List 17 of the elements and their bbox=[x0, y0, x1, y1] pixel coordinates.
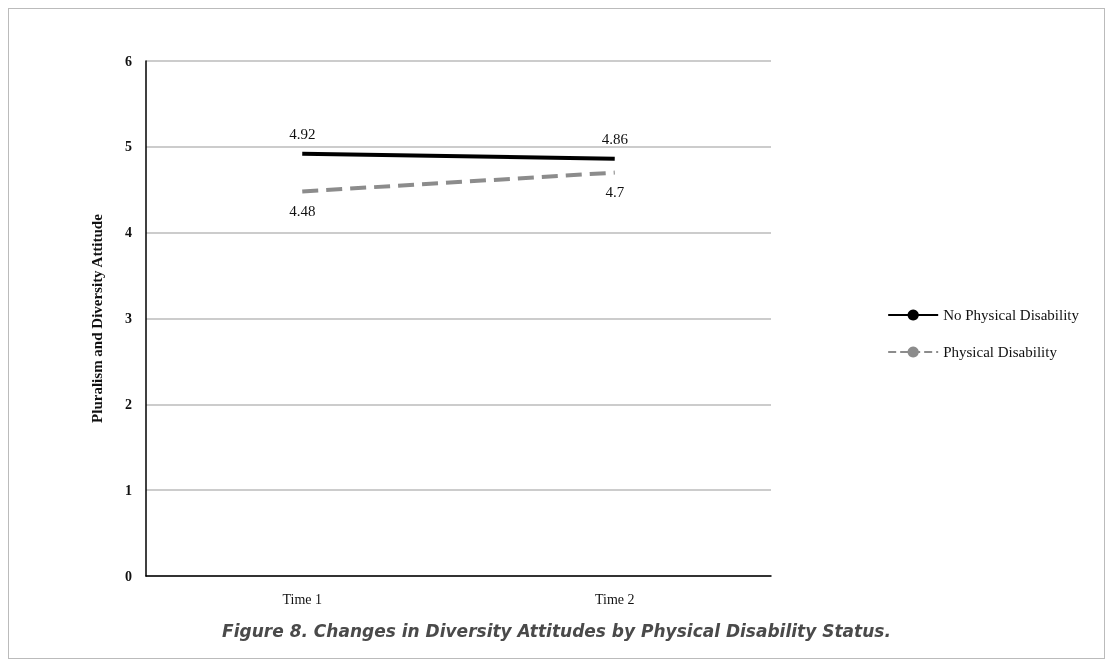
y-tick-label: 6 bbox=[125, 53, 132, 69]
y-axis-title: Pluralism and Diversity Attitude bbox=[88, 213, 105, 423]
text: Figure 8. Changes in Diversity Attitudes by Physical Disability Status. bbox=[222, 620, 891, 641]
y-tick-label: 2 bbox=[125, 396, 132, 412]
data-label: 4.92 bbox=[289, 126, 316, 143]
data-label: 4.86 bbox=[601, 131, 629, 148]
x-tick-label: Time 1 bbox=[282, 591, 323, 607]
y-tick-label: 1 bbox=[125, 482, 132, 498]
legend-label: Physical Disability bbox=[943, 344, 1058, 360]
y-tick-label: 5 bbox=[125, 139, 132, 155]
data-label: 4.48 bbox=[289, 202, 316, 219]
y-tick-label: 3 bbox=[125, 311, 132, 326]
x-tick-label: Time 2 bbox=[594, 591, 635, 607]
legend-label: No Physical Disability bbox=[943, 307, 1080, 323]
y-tick-label: 4 bbox=[125, 225, 132, 241]
data-label: 4.7 bbox=[605, 184, 625, 201]
y-tick-label: 0 bbox=[125, 568, 132, 584]
